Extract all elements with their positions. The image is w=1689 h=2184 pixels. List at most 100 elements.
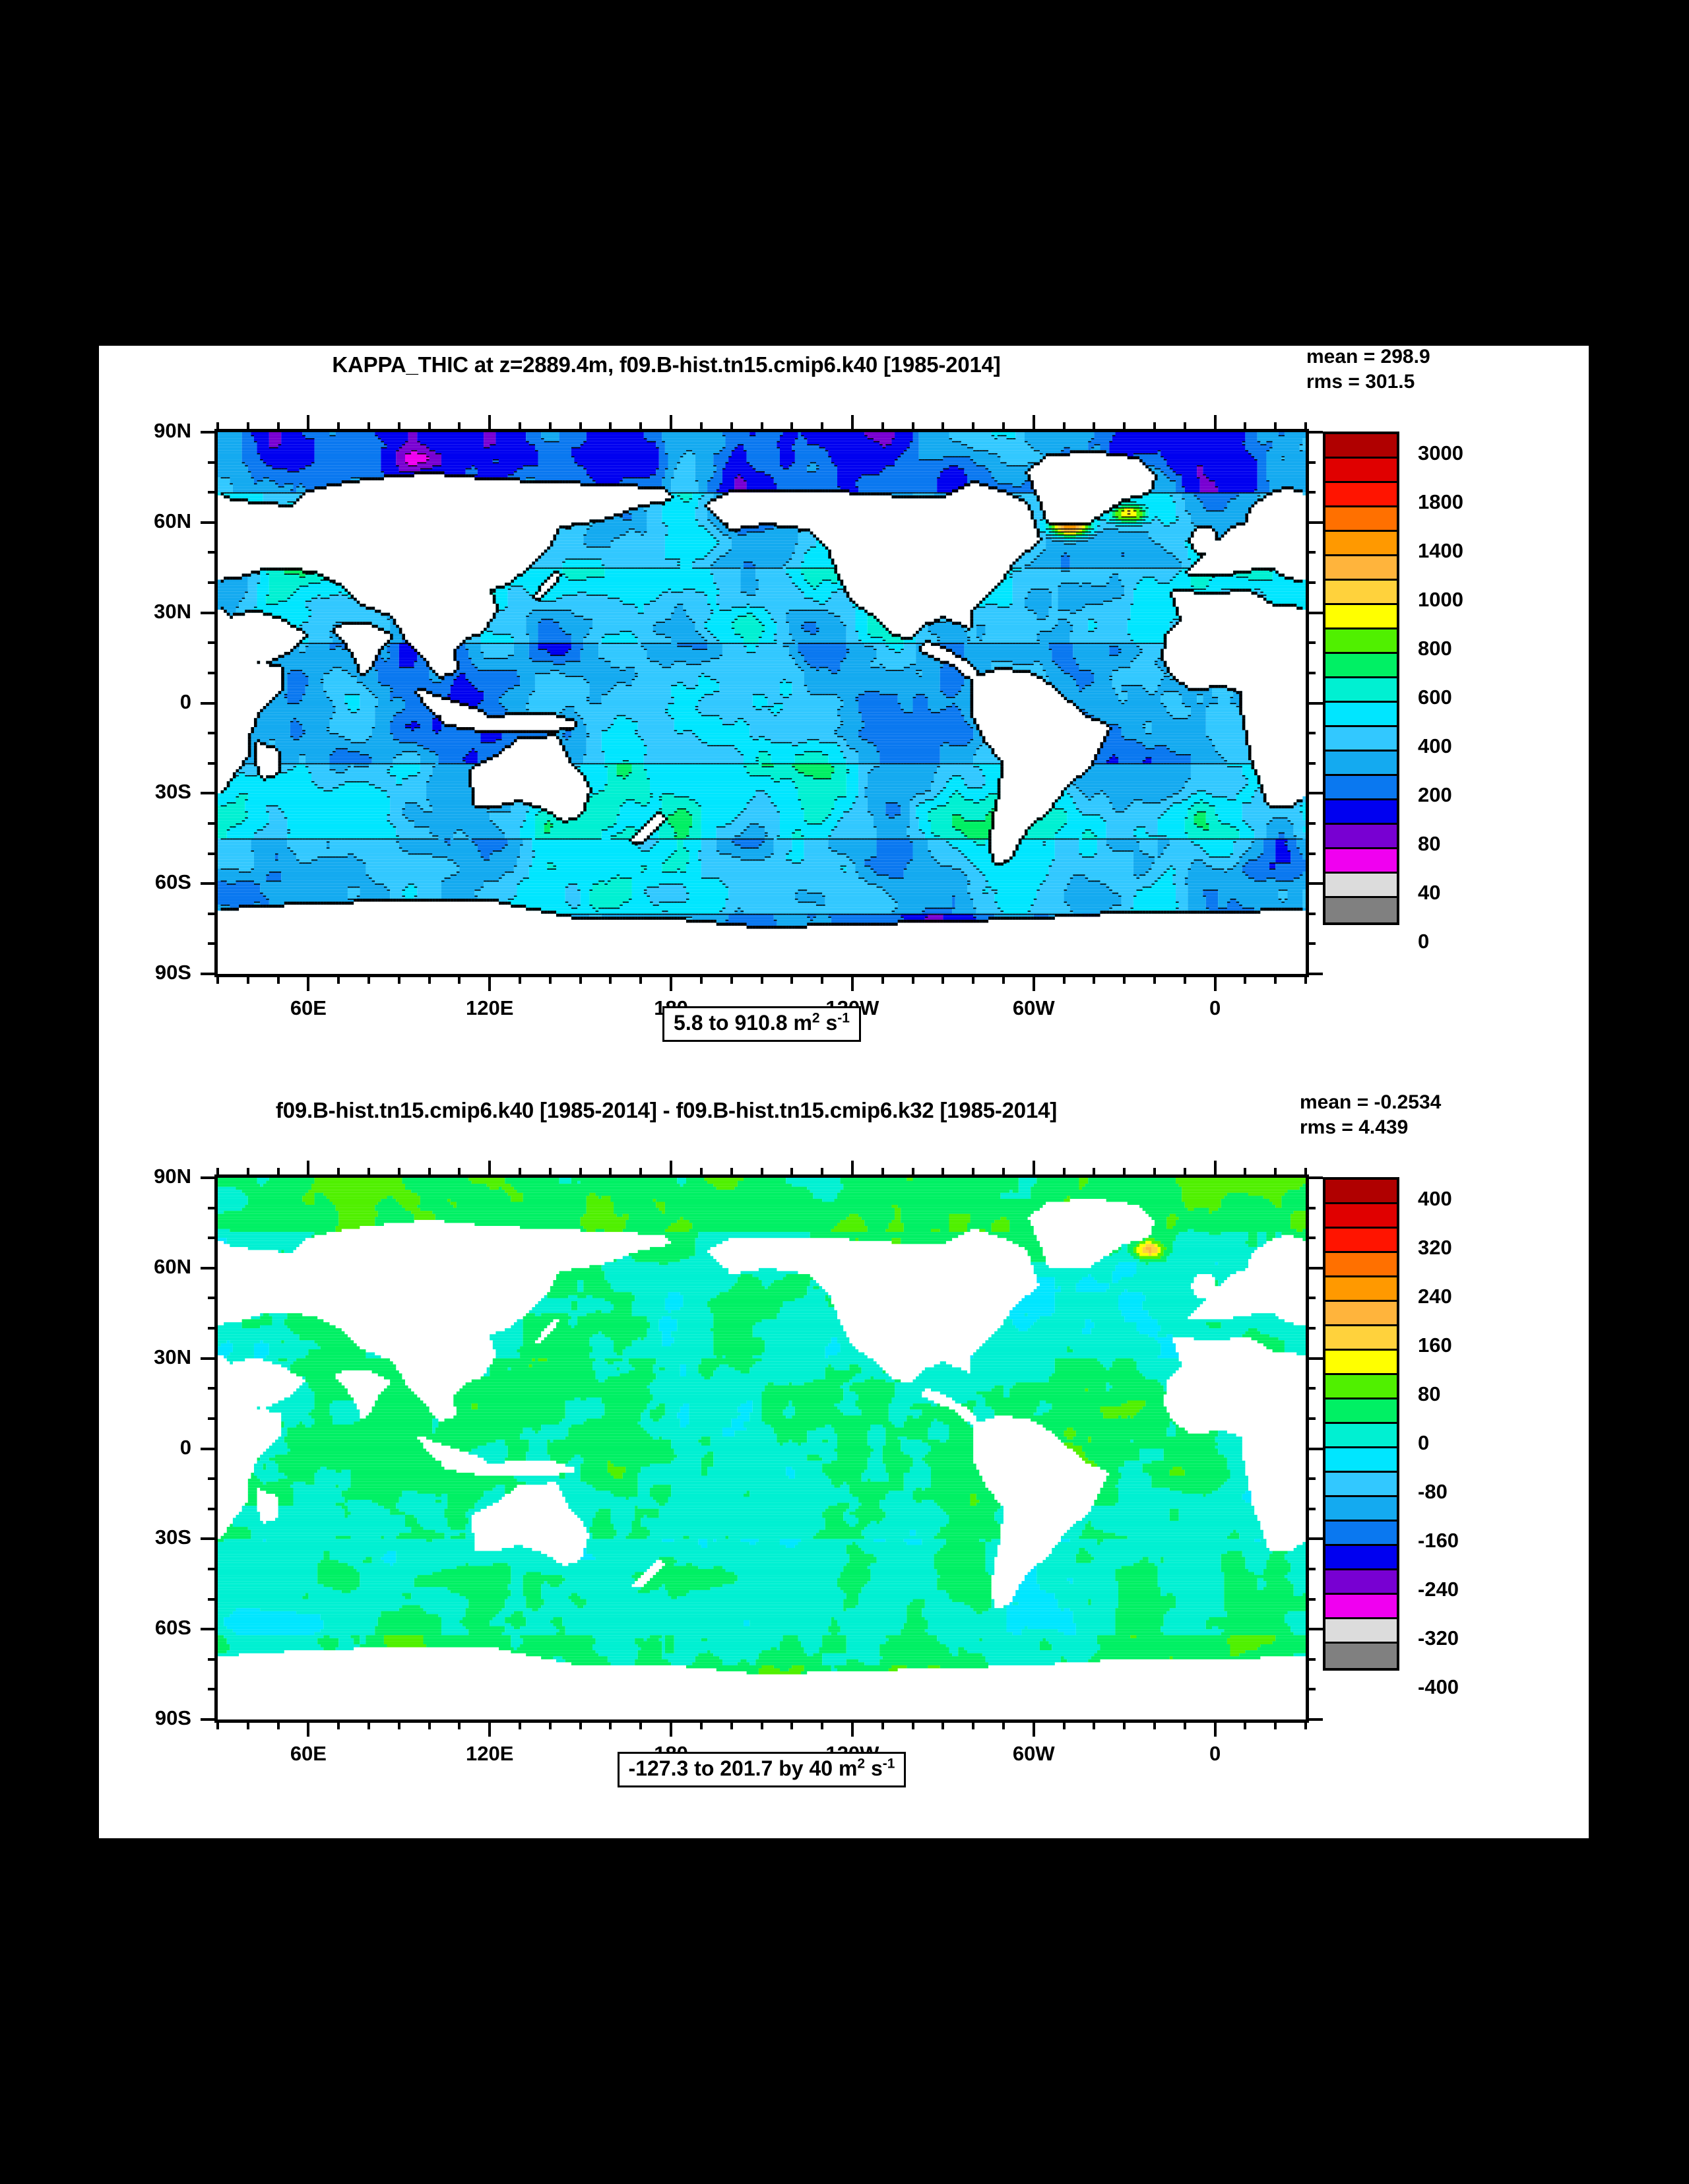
panel-bottom-rms: rms = 4.439 bbox=[1300, 1116, 1409, 1138]
y-axis-label: 30S bbox=[154, 780, 191, 804]
x-tick bbox=[397, 1168, 400, 1178]
map-raster-top bbox=[218, 432, 1306, 929]
colorbar-label: 1800 bbox=[1418, 490, 1463, 513]
y-tick bbox=[1306, 1657, 1316, 1661]
x-tick bbox=[519, 1168, 522, 1178]
panel-top-mean: mean = 298.9 bbox=[1306, 346, 1430, 368]
x-tick bbox=[639, 974, 643, 984]
y-tick bbox=[1306, 1176, 1323, 1179]
y-tick bbox=[1306, 1297, 1316, 1300]
x-tick bbox=[1213, 1161, 1217, 1178]
x-tick bbox=[1093, 974, 1096, 984]
y-tick bbox=[208, 1657, 218, 1661]
x-tick bbox=[1244, 422, 1247, 432]
y-tick bbox=[1306, 581, 1316, 585]
x-tick bbox=[850, 1719, 854, 1737]
x-tick bbox=[850, 974, 854, 991]
y-tick bbox=[1306, 1567, 1316, 1570]
x-tick bbox=[397, 974, 400, 984]
x-tick bbox=[911, 422, 914, 432]
y-tick bbox=[1306, 521, 1323, 524]
range-box-top: 5.8 to 910.8 m2 s-1 bbox=[662, 1006, 861, 1042]
colorbar-cell bbox=[1325, 1522, 1397, 1546]
x-tick bbox=[428, 422, 431, 432]
y-tick bbox=[201, 1266, 218, 1269]
x-tick bbox=[458, 1719, 461, 1729]
x-tick bbox=[1153, 974, 1156, 984]
x-tick bbox=[367, 1719, 371, 1729]
range-bot-sup2: -1 bbox=[882, 1756, 895, 1771]
colorbar-label: 200 bbox=[1418, 783, 1452, 806]
x-tick bbox=[337, 974, 340, 984]
colorbar-label: 80 bbox=[1418, 1382, 1441, 1405]
x-tick bbox=[911, 974, 914, 984]
x-tick bbox=[730, 974, 733, 984]
panel-bottom-mean: mean = -0.2534 bbox=[1300, 1091, 1442, 1113]
y-tick bbox=[201, 431, 218, 434]
x-tick bbox=[216, 974, 219, 984]
x-tick bbox=[367, 974, 371, 984]
x-tick bbox=[1153, 1719, 1156, 1729]
range-top-sup2: -1 bbox=[837, 1010, 850, 1025]
colorbar-label: -160 bbox=[1418, 1529, 1459, 1552]
colorbar-cell bbox=[1325, 1229, 1397, 1253]
colorbar-cell bbox=[1325, 1497, 1397, 1522]
x-tick bbox=[670, 1161, 673, 1178]
x-tick bbox=[760, 974, 763, 984]
x-tick bbox=[730, 422, 733, 432]
x-tick bbox=[488, 415, 492, 432]
panel-bottom-title: f09.B-hist.tn15.cmip6.k40 [1985-2014] - … bbox=[275, 1098, 1058, 1122]
x-tick bbox=[519, 422, 522, 432]
x-tick bbox=[1244, 1719, 1247, 1729]
x-axis-label: 0 bbox=[1209, 1742, 1221, 1765]
figure-sheet: KAPPA_THIC at z=2889.4m, f09.B-hist.tn15… bbox=[99, 346, 1589, 1838]
y-tick bbox=[1306, 431, 1323, 434]
colorbar-label: 400 bbox=[1418, 734, 1452, 757]
colorbar-cell bbox=[1325, 1424, 1397, 1448]
y-tick bbox=[1306, 1237, 1316, 1240]
x-tick bbox=[821, 1168, 824, 1178]
x-tick bbox=[1213, 1719, 1217, 1737]
range-top-sup1: 2 bbox=[812, 1010, 820, 1025]
map-plot-bottom bbox=[214, 1174, 1309, 1723]
x-tick bbox=[519, 974, 522, 984]
x-tick bbox=[730, 1168, 733, 1178]
x-tick bbox=[1304, 1719, 1307, 1729]
x-tick bbox=[1093, 1719, 1096, 1729]
y-axis-label: 60N bbox=[154, 509, 191, 532]
x-tick bbox=[1183, 1168, 1186, 1178]
x-tick bbox=[276, 1719, 280, 1729]
y-tick bbox=[1306, 973, 1323, 975]
range-bot-main: -127.3 to 201.7 by 40 m bbox=[628, 1756, 858, 1780]
x-tick bbox=[428, 1719, 431, 1729]
y-tick bbox=[1306, 491, 1316, 494]
y-tick bbox=[1306, 912, 1316, 915]
x-tick bbox=[488, 974, 492, 991]
colorbar-label: 40 bbox=[1418, 881, 1441, 904]
colorbar-label: 0 bbox=[1418, 1431, 1430, 1454]
x-tick bbox=[1123, 1719, 1126, 1729]
colorbar-cell bbox=[1325, 1326, 1397, 1351]
x-tick bbox=[790, 1168, 794, 1178]
y-tick bbox=[201, 1718, 218, 1721]
x-tick bbox=[307, 415, 310, 432]
x-tick bbox=[972, 1719, 975, 1729]
y-axis-label: 0 bbox=[179, 1435, 191, 1459]
colorbar-cell bbox=[1325, 1473, 1397, 1497]
x-tick bbox=[699, 974, 703, 984]
x-tick bbox=[1274, 1168, 1277, 1178]
x-tick bbox=[246, 1168, 249, 1178]
y-tick bbox=[1306, 1357, 1323, 1360]
y-tick bbox=[201, 792, 218, 795]
y-axis-label: 90S bbox=[154, 1706, 191, 1729]
colorbar-label: 400 bbox=[1418, 1187, 1452, 1210]
x-tick bbox=[1274, 974, 1277, 984]
colorbar-label: 3000 bbox=[1418, 441, 1463, 465]
y-axis-label: 60S bbox=[154, 870, 191, 894]
x-tick bbox=[1032, 1719, 1035, 1737]
y-tick bbox=[208, 1567, 218, 1570]
x-tick bbox=[337, 1719, 340, 1729]
x-tick bbox=[307, 1161, 310, 1178]
x-tick bbox=[246, 422, 249, 432]
colorbar-cell bbox=[1325, 1180, 1397, 1204]
